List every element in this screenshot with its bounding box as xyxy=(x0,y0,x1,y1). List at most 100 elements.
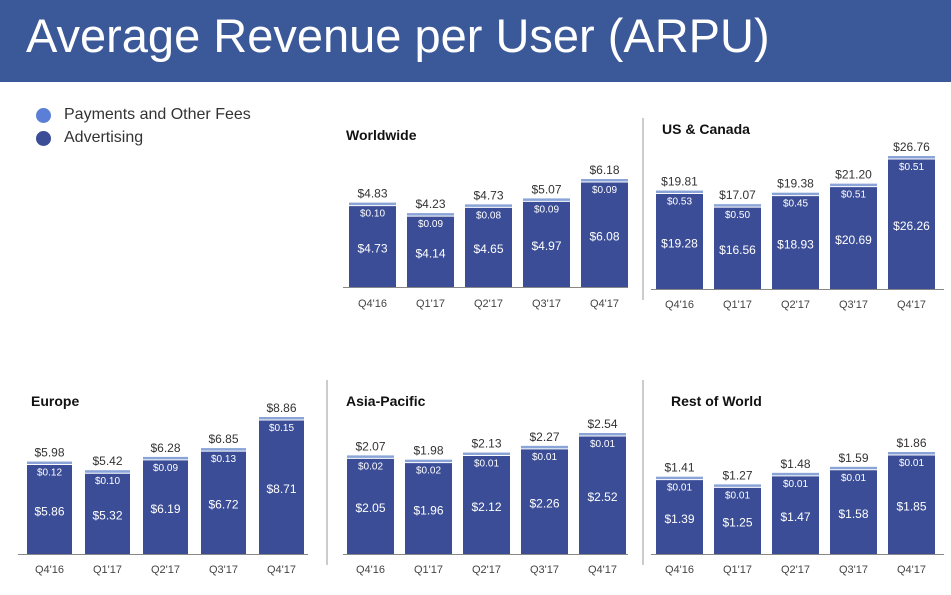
advertising-label: $1.25 xyxy=(722,516,752,530)
payments-bar xyxy=(85,470,130,474)
payments-label: $0.01 xyxy=(667,483,692,494)
payments-label: $0.09 xyxy=(418,219,443,230)
total-label: $1.27 xyxy=(722,468,752,482)
payments-bar xyxy=(523,198,570,202)
total-label: $2.54 xyxy=(587,417,617,431)
advertising-label: $2.05 xyxy=(355,501,385,515)
payments-label: $0.50 xyxy=(725,210,750,221)
total-label: $21.20 xyxy=(835,168,872,182)
payments-label: $0.12 xyxy=(37,468,62,479)
total-label: $5.42 xyxy=(92,454,122,468)
chart-title: Worldwide xyxy=(346,127,417,143)
tick-label: Q4'17 xyxy=(590,298,619,310)
total-label: $6.85 xyxy=(208,432,238,446)
tick-label: Q2'17 xyxy=(781,564,810,576)
advertising-bar xyxy=(656,193,703,289)
payments-label: $0.01 xyxy=(841,473,866,484)
payments-bar xyxy=(656,476,703,480)
payments-label: $0.09 xyxy=(592,185,617,196)
total-label: $26.76 xyxy=(893,140,930,154)
total-label: $19.38 xyxy=(777,177,814,191)
advertising-label: $20.69 xyxy=(835,233,872,247)
tick-label: Q3'17 xyxy=(530,564,559,576)
advertising-bar xyxy=(465,207,512,287)
total-label: $2.07 xyxy=(355,439,385,453)
payments-bar xyxy=(405,459,452,463)
payments-bar xyxy=(27,461,72,465)
payments-bar xyxy=(347,455,394,459)
advertising-bar xyxy=(27,464,72,554)
payments-bar xyxy=(830,466,877,470)
advertising-bar xyxy=(259,420,304,554)
advertising-label: $2.26 xyxy=(529,496,559,510)
advertising-label: $1.39 xyxy=(664,512,694,526)
advertising-label: $2.52 xyxy=(587,490,617,504)
tick-label: Q2'17 xyxy=(474,298,503,310)
advertising-bar xyxy=(579,436,626,554)
payments-label: $0.15 xyxy=(269,423,294,434)
advertising-bar xyxy=(463,455,510,554)
total-label: $5.07 xyxy=(531,182,561,196)
legend-dot-icon xyxy=(36,108,51,123)
payments-label: $0.51 xyxy=(841,190,866,201)
legend-label: Advertising xyxy=(64,129,144,146)
chart-title: Asia-Pacific xyxy=(346,393,426,409)
advertising-bar xyxy=(85,473,130,554)
tick-label: Q3'17 xyxy=(839,299,868,311)
advertising-label: $1.85 xyxy=(896,500,926,514)
tick-label: Q4'17 xyxy=(897,564,926,576)
tick-label: Q3'17 xyxy=(209,564,238,576)
tick-label: Q1'17 xyxy=(416,298,445,310)
payments-label: $0.51 xyxy=(899,162,924,173)
total-label: $6.18 xyxy=(589,163,619,177)
payments-bar xyxy=(349,202,396,206)
advertising-bar xyxy=(407,216,454,287)
advertising-bar xyxy=(830,186,877,289)
tick-label: Q1'17 xyxy=(93,564,122,576)
total-label: $6.28 xyxy=(150,441,180,455)
advertising-label: $2.12 xyxy=(471,500,501,514)
advertising-label: $19.28 xyxy=(661,236,698,250)
total-label: $2.13 xyxy=(471,437,501,451)
tick-label: Q4'17 xyxy=(897,299,926,311)
payments-bar xyxy=(407,213,454,217)
payments-bar xyxy=(714,484,761,488)
advertising-bar xyxy=(772,475,819,554)
payments-bar xyxy=(772,192,819,196)
payments-label: $0.10 xyxy=(360,209,385,220)
advertising-label: $18.93 xyxy=(777,237,814,251)
payments-label: $0.01 xyxy=(725,490,750,501)
total-label: $19.81 xyxy=(661,175,698,189)
total-label: $1.59 xyxy=(838,451,868,465)
payments-bar xyxy=(465,204,512,208)
total-label: $4.83 xyxy=(357,187,387,201)
advertising-label: $1.47 xyxy=(780,510,810,524)
tick-label: Q4'16 xyxy=(356,564,385,576)
advertising-label: $5.32 xyxy=(92,509,122,523)
payments-bar xyxy=(581,179,628,182)
advertising-label: $26.26 xyxy=(893,219,930,233)
advertising-bar xyxy=(201,451,246,554)
payments-bar xyxy=(888,156,935,159)
page-title: Average Revenue per User (ARPU) xyxy=(26,9,770,62)
advertising-bar xyxy=(349,205,396,287)
advertising-label: $1.96 xyxy=(413,503,443,517)
advertising-bar xyxy=(888,455,935,554)
tick-label: Q1'17 xyxy=(723,299,752,311)
payments-label: $0.02 xyxy=(358,461,383,472)
payments-label: $0.01 xyxy=(899,458,924,469)
chart-title: Rest of World xyxy=(671,393,762,409)
total-label: $4.23 xyxy=(415,197,445,211)
payments-label: $0.01 xyxy=(532,452,557,463)
payments-label: $0.08 xyxy=(476,210,501,221)
total-label: $1.48 xyxy=(780,457,810,471)
tick-label: Q4'17 xyxy=(267,564,296,576)
payments-label: $0.01 xyxy=(783,479,808,490)
total-label: $1.86 xyxy=(896,436,926,450)
advertising-label: $6.19 xyxy=(150,502,180,516)
header-bar: Average Revenue per User (ARPU) xyxy=(0,0,951,82)
chart-title: Europe xyxy=(31,393,79,409)
advertising-bar xyxy=(656,479,703,554)
total-label: $4.73 xyxy=(473,188,503,202)
